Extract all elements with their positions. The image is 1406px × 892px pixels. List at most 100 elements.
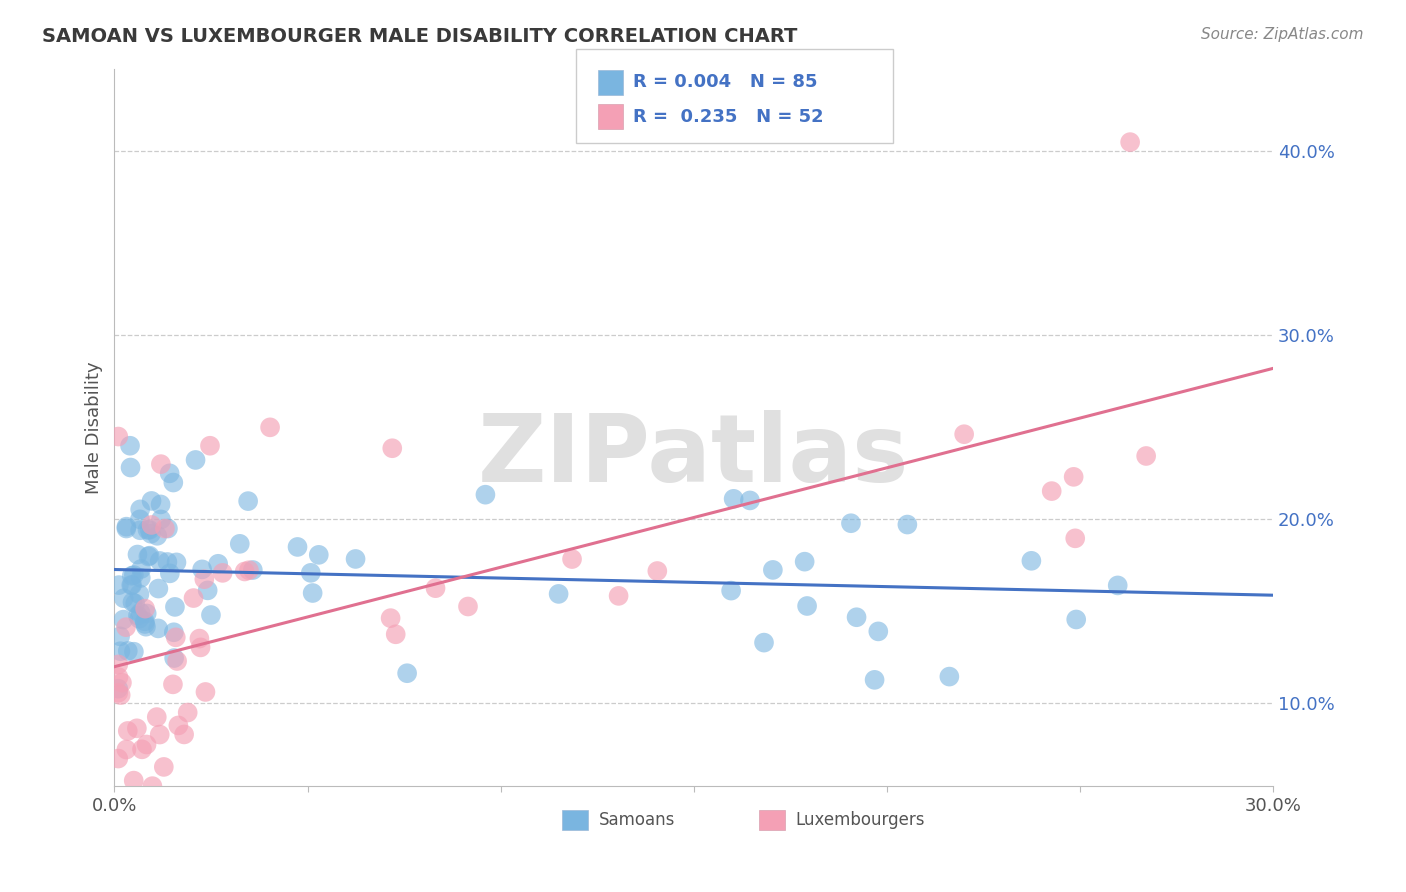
Point [115,742,138,756]
Point [135,738,157,752]
Point [193,572,215,586]
Point [146,529,169,543]
Point [122,568,145,582]
Point [793,555,815,569]
Text: Samoans: Samoans [599,811,675,829]
Point [153,760,176,774]
Y-axis label: Male Disability: Male Disability [86,361,103,493]
Point [738,493,761,508]
Point [141,779,163,793]
Point [1021,554,1043,568]
Point [191,562,214,576]
Point [184,453,207,467]
Point [149,554,172,568]
Point [110,688,132,702]
Point [146,621,169,635]
Point [1119,135,1142,149]
Point [723,491,745,506]
Point [896,517,918,532]
Point [118,439,141,453]
Point [141,494,163,508]
Point [1064,532,1087,546]
Point [238,563,260,577]
Point [120,578,142,592]
Point [129,523,152,537]
Text: Source: ZipAtlas.com: Source: ZipAtlas.com [1201,27,1364,42]
Point [380,611,402,625]
Point [176,706,198,720]
Point [868,624,890,639]
Point [135,607,157,621]
Point [308,548,330,562]
Point [107,429,129,443]
Text: SAMOAN VS LUXEMBOURGER MALE DISABILITY CORRELATION CHART: SAMOAN VS LUXEMBOURGER MALE DISABILITY C… [42,27,797,45]
Point [190,640,212,655]
Point [839,516,862,531]
Point [148,582,170,596]
Point [125,721,148,735]
Point [129,571,152,585]
Point [122,645,145,659]
Point [134,615,156,629]
Point [149,497,172,511]
Point [156,555,179,569]
Point [107,751,129,765]
Point [211,566,233,580]
Point [108,629,131,643]
Point [121,595,143,609]
Point [1064,612,1087,626]
Point [163,651,186,665]
Point [117,723,139,738]
Point [115,620,138,634]
Point [134,601,156,615]
Point [752,635,775,649]
Point [762,563,785,577]
Point [194,685,217,699]
Point [173,727,195,741]
Point [845,610,868,624]
Point [953,427,976,442]
Point [107,681,129,696]
Point [647,564,669,578]
Point [107,670,129,684]
Point [149,727,172,741]
Point [111,675,134,690]
Point [107,686,129,700]
Point [107,657,129,672]
Point [162,475,184,490]
Point [150,512,173,526]
Point [162,677,184,691]
Point [796,599,818,613]
Point [233,565,256,579]
Point [863,673,886,687]
Point [122,773,145,788]
Point [229,537,252,551]
Text: Luxembourgers: Luxembourgers [796,811,925,829]
Point [135,620,157,634]
Point [129,512,152,526]
Point [121,578,143,592]
Point [149,457,172,471]
Point [141,518,163,533]
Point [108,578,131,592]
Point [457,599,479,614]
Point [242,563,264,577]
Point [183,591,205,605]
Point [138,549,160,563]
Point [159,467,181,481]
Point [198,439,221,453]
Text: ZIPatlas: ZIPatlas [478,410,910,502]
Point [197,583,219,598]
Point [166,654,188,668]
Point [139,526,162,541]
Point [167,718,190,732]
Point [127,608,149,623]
Point [110,644,132,658]
Point [163,625,186,640]
Point [128,587,150,601]
Point [720,583,742,598]
Point [344,552,367,566]
Point [396,666,419,681]
Point [163,599,186,614]
Point [128,612,150,626]
